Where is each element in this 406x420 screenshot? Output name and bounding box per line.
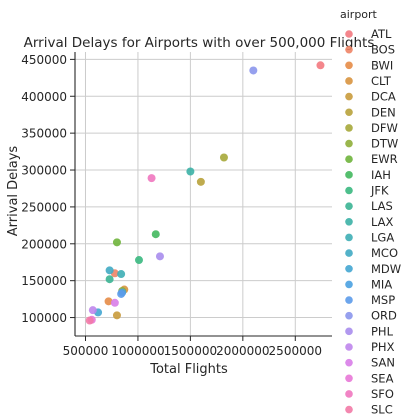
x-axis-title: Total Flights xyxy=(149,362,228,377)
data-point-iah xyxy=(151,230,160,239)
legend-marker-dtw xyxy=(345,139,353,148)
legend-marker-ord xyxy=(345,311,353,320)
legend-marker-ewr xyxy=(345,155,353,163)
data-point-ewr xyxy=(112,238,121,247)
legend-marker-mdw xyxy=(345,264,353,273)
x-tick-label: 1000000 xyxy=(111,344,164,358)
data-point-bwi xyxy=(104,297,113,306)
legend-title: airport xyxy=(340,8,378,21)
legend-marker-dca xyxy=(345,92,353,101)
data-point-den xyxy=(196,177,205,186)
legend-label-msp: MSP xyxy=(371,293,395,307)
legend-marker-san xyxy=(345,358,353,367)
data-point-msp xyxy=(117,289,126,298)
x-tick-label: 500000 xyxy=(63,344,109,358)
y-tick-label: 350000 xyxy=(21,127,67,141)
legend-marker-clt xyxy=(345,77,353,85)
data-point-dfw xyxy=(219,153,228,162)
legend-marker-mco xyxy=(345,249,353,257)
y-tick-label: 250000 xyxy=(21,200,67,214)
legend-marker-jfk xyxy=(345,186,353,195)
legend-label-ord: ORD xyxy=(371,309,397,323)
legend-marker-atl xyxy=(345,30,353,38)
legend-label-bwi: BWI xyxy=(371,58,393,72)
legend-marker-dfw xyxy=(345,124,353,132)
legend-label-sea: SEA xyxy=(371,371,394,385)
legend-label-den: DEN xyxy=(371,105,396,119)
legend-marker-las xyxy=(345,202,353,210)
legend-marker-lga xyxy=(345,233,353,242)
data-point-sfo xyxy=(147,174,156,183)
y-tick-label: 400000 xyxy=(21,90,67,104)
legend-label-dfw: DFW xyxy=(371,121,398,135)
x-tick-label: 2000000 xyxy=(216,344,269,358)
data-point-lax xyxy=(186,167,195,176)
legend-label-mia: MIA xyxy=(371,277,392,291)
data-point-san xyxy=(110,298,119,307)
data-point-atl xyxy=(316,61,325,70)
legend-label-atl: ATL xyxy=(371,27,392,41)
legend-marker-den xyxy=(345,108,353,117)
legend-marker-bos xyxy=(345,45,353,54)
legend-label-jfk: JFK xyxy=(370,184,389,198)
data-point-lga xyxy=(117,270,126,279)
legend-label-bos: BOS xyxy=(371,43,395,57)
data-point-las xyxy=(105,275,114,284)
legend-marker-phl xyxy=(345,327,353,336)
legend-marker-msp xyxy=(345,296,353,304)
legend-marker-bwi xyxy=(345,61,353,70)
legend-label-iah: IAH xyxy=(371,168,391,182)
y-tick-label: 150000 xyxy=(21,274,67,288)
legend-label-clt: CLT xyxy=(371,74,392,88)
legend-marker-lax xyxy=(345,218,353,226)
legend-marker-phx xyxy=(345,343,353,351)
legend-label-ewr: EWR xyxy=(371,152,398,166)
legend-label-mco: MCO xyxy=(371,246,398,260)
data-point-jfk xyxy=(134,256,143,265)
data-point-dca xyxy=(112,311,121,320)
data-point-ord xyxy=(249,66,258,75)
y-tick-label: 450000 xyxy=(21,53,67,67)
legend-marker-sea xyxy=(345,374,353,383)
y-tick-label: 200000 xyxy=(21,237,67,251)
legend-marker-iah xyxy=(345,171,353,179)
legend-label-dca: DCA xyxy=(371,90,396,104)
legend-marker-sfo xyxy=(345,390,353,398)
legend-label-phl: PHL xyxy=(371,324,394,338)
data-point-slc xyxy=(85,316,94,325)
legend-label-lga: LGA xyxy=(371,230,394,244)
y-tick-label: 300000 xyxy=(21,164,67,178)
x-tick-label: 2500000 xyxy=(269,344,322,358)
legend-label-slc: SLC xyxy=(371,403,393,417)
chart-title: Arrival Delays for Airports with over 50… xyxy=(24,35,375,51)
data-point-phl xyxy=(155,252,164,261)
x-tick-label: 1500000 xyxy=(164,344,217,358)
legend-label-lax: LAX xyxy=(371,215,394,229)
legend-label-san: SAN xyxy=(371,356,395,370)
y-tick-label: 100000 xyxy=(21,311,67,325)
legend-label-phx: PHX xyxy=(371,340,395,354)
legend-label-las: LAS xyxy=(371,199,393,213)
legend-label-dtw: DTW xyxy=(371,137,398,151)
grid-lines xyxy=(75,52,332,336)
y-axis-title: Arrival Delays xyxy=(6,146,21,237)
legend-marker-slc xyxy=(345,405,353,414)
legend-label-sfo: SFO xyxy=(371,387,394,401)
data-points xyxy=(85,61,325,325)
data-point-phx xyxy=(88,306,97,315)
legend-marker-mia xyxy=(345,280,353,289)
data-point-mco xyxy=(105,266,114,275)
legend-label-mdw: MDW xyxy=(371,262,401,276)
